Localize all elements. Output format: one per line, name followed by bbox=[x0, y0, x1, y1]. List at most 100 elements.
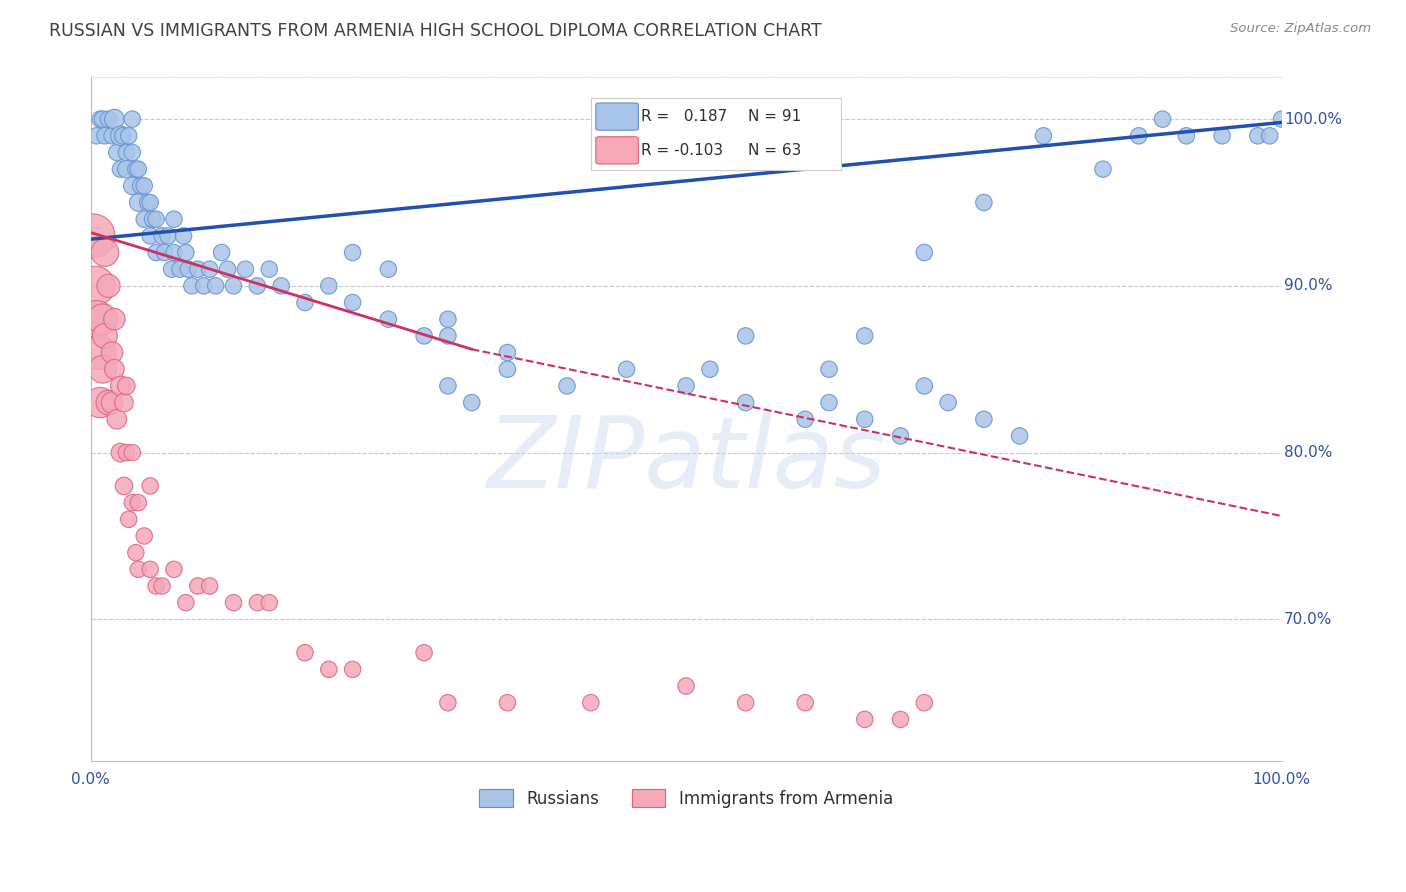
Point bbox=[912, 696, 935, 710]
Point bbox=[318, 662, 340, 676]
Point bbox=[94, 329, 117, 343]
Point bbox=[160, 262, 183, 277]
Text: ZIPatlas: ZIPatlas bbox=[486, 412, 886, 508]
Point bbox=[734, 696, 756, 710]
Point bbox=[145, 579, 167, 593]
Point bbox=[259, 262, 281, 277]
Point bbox=[413, 646, 436, 660]
Point bbox=[377, 262, 399, 277]
Point bbox=[115, 445, 138, 459]
Point bbox=[496, 362, 519, 376]
Point bbox=[153, 245, 176, 260]
Point bbox=[139, 479, 162, 493]
Point bbox=[97, 395, 120, 409]
Point bbox=[853, 329, 876, 343]
Point bbox=[496, 696, 519, 710]
Point bbox=[82, 228, 104, 243]
Point bbox=[91, 112, 114, 127]
Point bbox=[187, 579, 209, 593]
Point bbox=[134, 529, 156, 543]
Text: RUSSIAN VS IMMIGRANTS FROM ARMENIA HIGH SCHOOL DIPLOMA CORRELATION CHART: RUSSIAN VS IMMIGRANTS FROM ARMENIA HIGH … bbox=[49, 22, 823, 40]
Point bbox=[1091, 162, 1114, 177]
Point bbox=[187, 262, 209, 277]
Point bbox=[94, 128, 117, 143]
Point bbox=[121, 112, 143, 127]
Point bbox=[193, 278, 215, 293]
Point bbox=[496, 345, 519, 359]
Point bbox=[246, 278, 269, 293]
Point bbox=[461, 395, 484, 409]
Point bbox=[115, 145, 138, 160]
Point bbox=[294, 646, 316, 660]
Point bbox=[134, 178, 156, 193]
Point bbox=[89, 395, 111, 409]
Point bbox=[294, 295, 316, 310]
Point bbox=[173, 228, 195, 243]
Point bbox=[675, 379, 697, 393]
Point bbox=[127, 562, 149, 576]
Point bbox=[342, 295, 364, 310]
Point bbox=[163, 212, 186, 227]
Point bbox=[211, 245, 233, 260]
Point bbox=[121, 178, 143, 193]
Point bbox=[555, 379, 578, 393]
Point bbox=[105, 412, 128, 426]
Point bbox=[198, 262, 221, 277]
Text: 80.0%: 80.0% bbox=[1284, 445, 1333, 460]
Point bbox=[675, 679, 697, 693]
Point bbox=[157, 228, 180, 243]
Point bbox=[97, 278, 120, 293]
Point bbox=[110, 128, 132, 143]
Point bbox=[169, 262, 191, 277]
Point bbox=[936, 395, 959, 409]
Point bbox=[112, 395, 135, 409]
Point bbox=[103, 312, 125, 326]
Point bbox=[121, 145, 143, 160]
Point bbox=[437, 696, 460, 710]
Point bbox=[437, 329, 460, 343]
Point bbox=[912, 245, 935, 260]
Point bbox=[222, 278, 245, 293]
Point bbox=[270, 278, 292, 293]
Point bbox=[889, 429, 911, 443]
Point bbox=[110, 445, 132, 459]
Point bbox=[1211, 128, 1233, 143]
Point bbox=[1247, 128, 1270, 143]
Legend: Russians, Immigrants from Armenia: Russians, Immigrants from Armenia bbox=[472, 783, 900, 814]
Point bbox=[734, 329, 756, 343]
Point bbox=[1128, 128, 1150, 143]
Point bbox=[163, 562, 186, 576]
Point bbox=[86, 128, 108, 143]
Point bbox=[103, 112, 125, 127]
Point bbox=[342, 245, 364, 260]
Point bbox=[111, 128, 134, 143]
Point bbox=[84, 278, 107, 293]
Point bbox=[1175, 128, 1198, 143]
Point bbox=[86, 312, 108, 326]
Point bbox=[1271, 112, 1294, 127]
Point bbox=[699, 362, 721, 376]
Point bbox=[579, 696, 602, 710]
Point bbox=[734, 395, 756, 409]
Point bbox=[794, 696, 817, 710]
Point bbox=[246, 596, 269, 610]
Point bbox=[89, 112, 111, 127]
Point bbox=[145, 245, 167, 260]
Point bbox=[121, 445, 143, 459]
Point bbox=[177, 262, 200, 277]
Point bbox=[101, 395, 124, 409]
Point bbox=[110, 162, 132, 177]
Point bbox=[1258, 128, 1281, 143]
Text: Source: ZipAtlas.com: Source: ZipAtlas.com bbox=[1230, 22, 1371, 36]
Point bbox=[150, 579, 173, 593]
Point bbox=[973, 412, 995, 426]
Point bbox=[1008, 429, 1031, 443]
Point bbox=[163, 245, 186, 260]
Point bbox=[912, 379, 935, 393]
Point bbox=[134, 212, 156, 227]
Point bbox=[174, 245, 197, 260]
Point bbox=[794, 412, 817, 426]
Point bbox=[853, 712, 876, 726]
Point bbox=[1032, 128, 1054, 143]
Point bbox=[342, 662, 364, 676]
